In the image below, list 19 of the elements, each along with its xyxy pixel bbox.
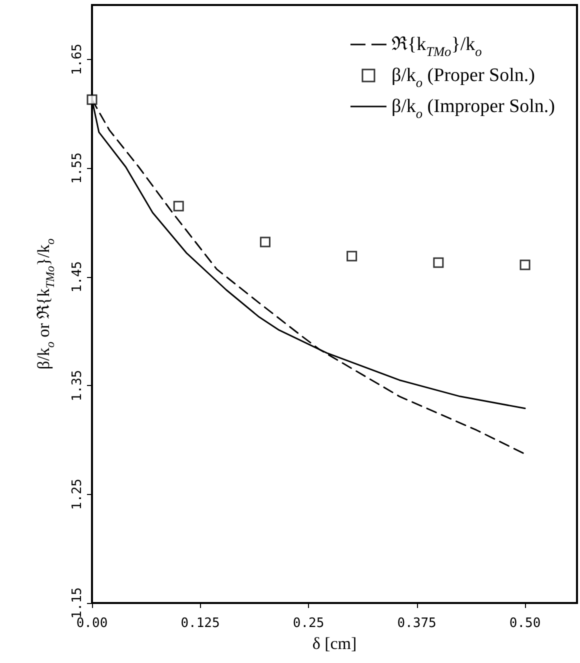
point (173, 200, 184, 212)
x-tick-label: 0.50 (509, 616, 541, 631)
x-tick-label: 0.125 (180, 616, 220, 631)
x-tick-label: 0.25 (292, 616, 324, 631)
point (346, 250, 358, 262)
x-axis-title: δ [cm] (312, 634, 357, 653)
point (260, 236, 270, 248)
y-tick-label: 1.65 (70, 44, 85, 76)
x-tick-label: 0.00 (76, 616, 108, 631)
point (86, 94, 98, 105)
y-tick-label: 1.55 (70, 152, 85, 184)
point (433, 257, 444, 268)
point (520, 260, 530, 270)
y-tick-label: 1.15 (70, 587, 85, 619)
y-axis-title: β/ko or ℜ{kTMo}/ko (34, 238, 57, 370)
y-tick-label: 1.25 (70, 478, 85, 510)
y-tick-label: 1.35 (70, 370, 85, 402)
y-tick-label: 1.45 (70, 261, 85, 292)
x-tick-label: 0.375 (397, 616, 436, 631)
